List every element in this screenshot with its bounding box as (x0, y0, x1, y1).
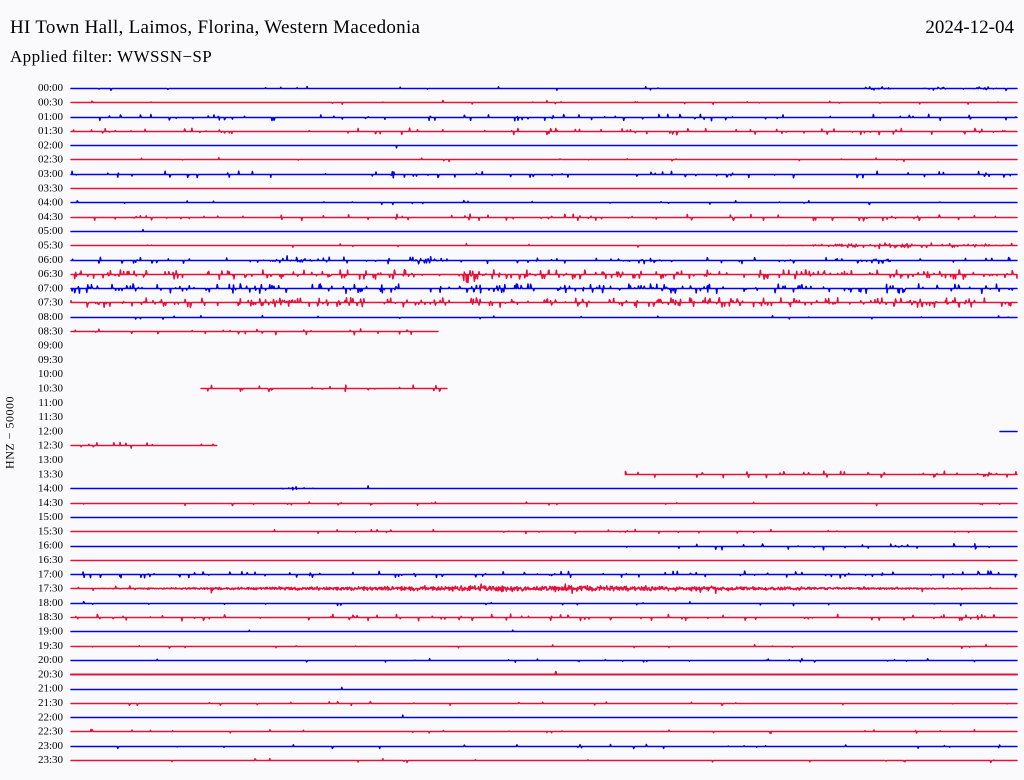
svg-text:04:00: 04:00 (38, 197, 64, 209)
svg-text:18:30: 18:30 (38, 611, 64, 623)
svg-text:07:00: 07:00 (38, 282, 64, 294)
svg-text:21:00: 21:00 (38, 683, 64, 695)
svg-text:02:30: 02:30 (38, 154, 64, 166)
svg-text:05:00: 05:00 (38, 225, 64, 237)
svg-text:15:00: 15:00 (38, 511, 64, 523)
svg-text:22:00: 22:00 (38, 711, 64, 723)
svg-text:02:00: 02:00 (38, 139, 64, 151)
svg-text:06:30: 06:30 (38, 268, 64, 280)
svg-text:19:30: 19:30 (38, 640, 64, 652)
svg-text:03:00: 03:00 (38, 168, 64, 180)
svg-text:20:00: 20:00 (38, 654, 64, 666)
svg-text:11:00: 11:00 (38, 397, 63, 409)
svg-text:09:00: 09:00 (38, 340, 64, 352)
svg-text:00:30: 00:30 (38, 97, 64, 109)
svg-text:01:00: 01:00 (38, 111, 64, 123)
svg-text:13:30: 13:30 (38, 468, 64, 480)
svg-text:11:30: 11:30 (38, 411, 63, 423)
svg-text:10:30: 10:30 (38, 382, 64, 394)
svg-text:22:30: 22:30 (38, 726, 64, 738)
svg-text:08:30: 08:30 (38, 325, 64, 337)
svg-text:17:30: 17:30 (38, 583, 64, 595)
svg-text:21:30: 21:30 (38, 697, 64, 709)
svg-text:13:00: 13:00 (38, 454, 64, 466)
svg-text:09:30: 09:30 (38, 354, 64, 366)
svg-text:16:00: 16:00 (38, 540, 64, 552)
svg-text:12:30: 12:30 (38, 440, 64, 452)
svg-text:20:30: 20:30 (38, 668, 64, 680)
svg-text:12:00: 12:00 (38, 425, 64, 437)
svg-text:16:30: 16:30 (38, 554, 64, 566)
svg-text:05:30: 05:30 (38, 239, 64, 251)
svg-text:10:00: 10:00 (38, 368, 64, 380)
svg-text:17:00: 17:00 (38, 568, 64, 580)
svg-text:14:00: 14:00 (38, 483, 64, 495)
svg-text:03:30: 03:30 (38, 182, 64, 194)
svg-text:00:00: 00:00 (38, 82, 64, 94)
svg-text:04:30: 04:30 (38, 211, 64, 223)
svg-text:07:30: 07:30 (38, 297, 64, 309)
svg-text:08:00: 08:00 (38, 311, 64, 323)
svg-text:23:00: 23:00 (38, 740, 64, 752)
svg-text:06:00: 06:00 (38, 254, 64, 266)
svg-text:15:30: 15:30 (38, 525, 64, 537)
svg-text:14:30: 14:30 (38, 497, 64, 509)
svg-text:23:30: 23:30 (38, 754, 64, 766)
svg-text:01:30: 01:30 (38, 125, 64, 137)
svg-text:19:00: 19:00 (38, 626, 64, 638)
svg-text:18:00: 18:00 (38, 597, 64, 609)
